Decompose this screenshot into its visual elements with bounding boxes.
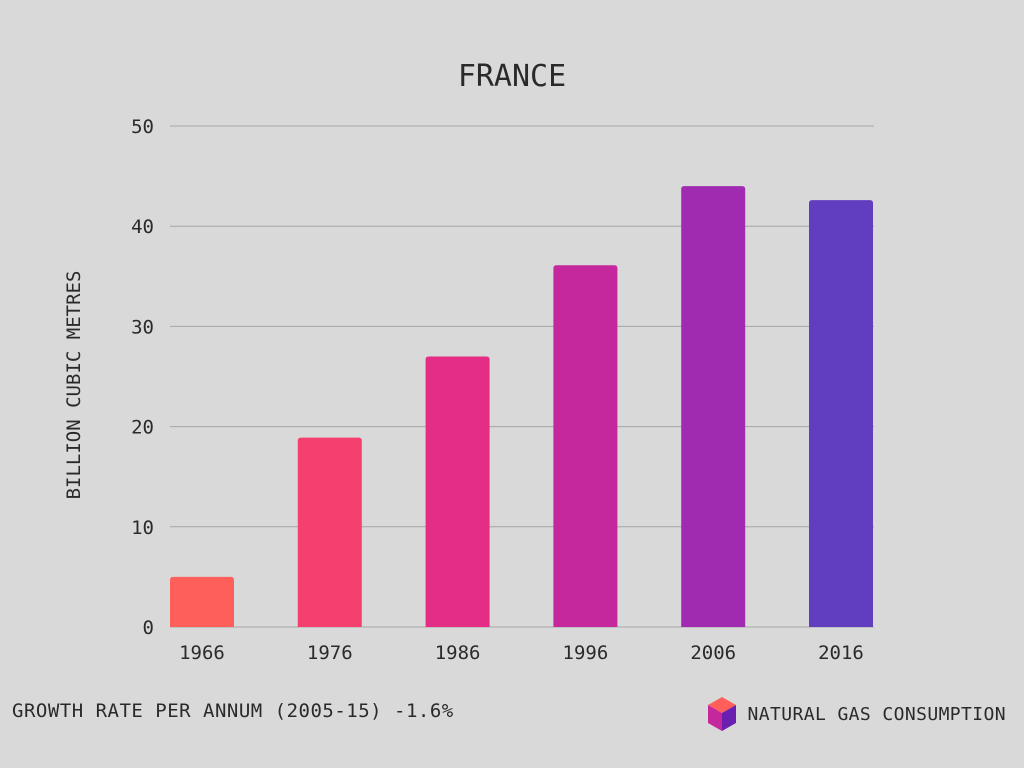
bar-2006 bbox=[681, 186, 746, 627]
y-tick-label: 50 bbox=[131, 116, 154, 138]
bar-2016 bbox=[809, 200, 873, 627]
x-tick-label: 1986 bbox=[435, 642, 481, 664]
bar-1966 bbox=[170, 576, 234, 627]
bar-1986 bbox=[425, 356, 490, 627]
y-tick-label: 10 bbox=[131, 517, 154, 539]
x-tick-labels: 1966 1976 1986 1996 2006 2016 bbox=[179, 642, 864, 664]
gridlines bbox=[170, 125, 874, 628]
bar-1976 bbox=[297, 437, 362, 627]
bar-1996 bbox=[553, 265, 618, 627]
x-tick-label: 1976 bbox=[307, 642, 353, 664]
bars bbox=[170, 186, 873, 627]
y-tick-label: 30 bbox=[131, 316, 154, 338]
cube-icon bbox=[707, 697, 736, 731]
x-tick-label: 1996 bbox=[563, 642, 609, 664]
growth-rate-note: GROWTH RATE PER ANNUM (2005-15) -1.6% bbox=[12, 700, 454, 722]
y-tick-label: 0 bbox=[143, 617, 154, 639]
y-axis-label: BILLION CUBIC METRES bbox=[63, 271, 85, 500]
y-tick-label: 40 bbox=[131, 216, 154, 238]
brand-label: NATURAL GAS CONSUMPTION bbox=[747, 703, 1006, 725]
x-tick-label: 2016 bbox=[818, 642, 864, 664]
x-tick-label: 1966 bbox=[179, 642, 225, 664]
brand: NATURAL GAS CONSUMPTION bbox=[706, 694, 1006, 734]
y-tick-label: 20 bbox=[131, 417, 154, 439]
y-tick-labels: 0 10 20 30 40 50 bbox=[131, 116, 154, 639]
chart-title: FRANCE bbox=[458, 59, 566, 94]
x-tick-label: 2006 bbox=[690, 642, 736, 664]
